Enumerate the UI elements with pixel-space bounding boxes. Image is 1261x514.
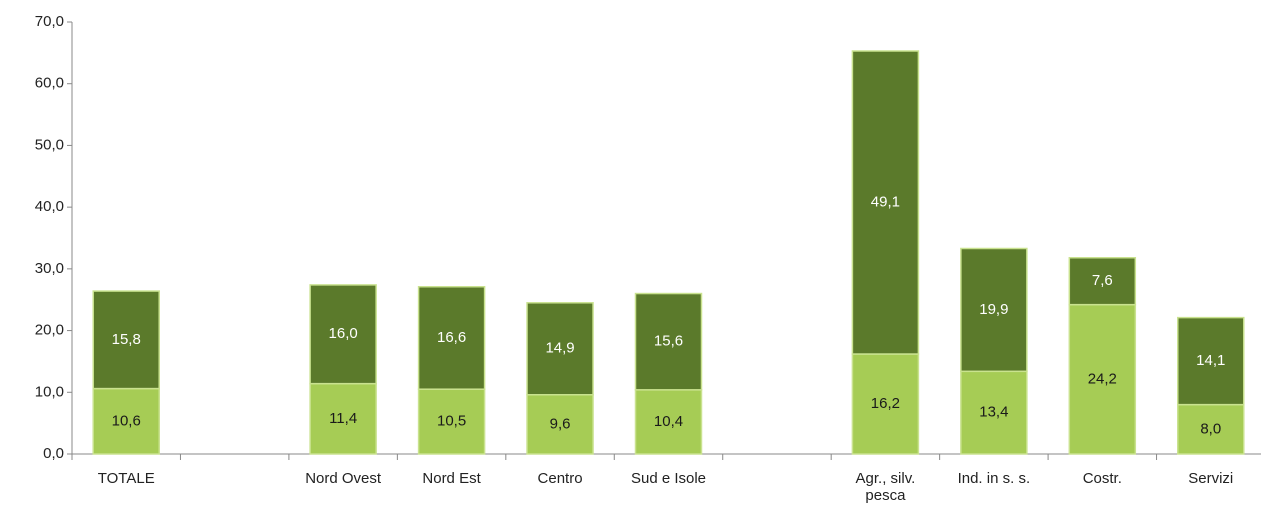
value-label: 10,4: [654, 413, 683, 430]
y-tick-label: 10,0: [35, 383, 64, 400]
bar-segment: [634, 389, 703, 455]
bar-segment: [960, 247, 1028, 373]
x-tick-label: Sud e Isole: [630, 470, 707, 487]
bar-segment: [1068, 303, 1137, 455]
value-label: 24,2: [1088, 370, 1117, 387]
value-label: 16,2: [871, 395, 900, 412]
bar-segment: [1068, 256, 1137, 306]
bar-segment: [851, 50, 920, 355]
x-tick-label: Nord Ovest: [305, 470, 382, 487]
x-tick-label: Nord Est: [422, 470, 481, 487]
bar-segment: [1177, 316, 1245, 406]
x-tick-label: Costr.: [1082, 470, 1122, 487]
bar-segment: [526, 302, 594, 396]
value-label: 11,4: [329, 410, 357, 427]
x-tick-label: Ind. in s. s.: [957, 470, 1031, 487]
x-tick-label: Centro: [537, 470, 583, 487]
value-label: 16,6: [437, 329, 466, 346]
bar-segment: [309, 284, 377, 385]
x-tick-label: TOTALE: [97, 470, 155, 487]
value-label: 14,1: [1196, 352, 1225, 369]
bar-segment: [1177, 403, 1245, 455]
y-tick-label: 50,0: [35, 136, 64, 153]
bar-segment: [417, 286, 486, 390]
value-label: 16,0: [329, 325, 358, 342]
y-tick-label: 30,0: [35, 260, 64, 277]
value-label: 10,6: [112, 412, 141, 429]
value-label: 19,9: [979, 301, 1008, 318]
value-label: 15,8: [112, 331, 141, 348]
bar-segment: [92, 290, 160, 390]
value-label: 13,4: [979, 404, 1008, 421]
value-label: 9,6: [550, 415, 571, 432]
bar-segment: [634, 292, 703, 391]
value-label: 7,6: [1092, 272, 1113, 289]
y-tick-label: 20,0: [35, 322, 64, 339]
y-tick-label: 0,0: [43, 445, 64, 462]
y-tick-label: 60,0: [35, 75, 64, 92]
value-label: 49,1: [871, 193, 900, 210]
value-label: 15,6: [654, 333, 683, 350]
y-tick-label: 70,0: [35, 13, 64, 30]
value-label: 10,5: [437, 413, 466, 430]
bar-segment: [417, 388, 486, 455]
bar-segment: [526, 394, 594, 455]
x-tick-label: Agr., silv. pesca: [855, 470, 916, 504]
x-tick-label: Servizi: [1188, 470, 1234, 487]
y-tick-label: 40,0: [35, 198, 64, 215]
value-label: 8,0: [1200, 420, 1221, 437]
value-label: 14,9: [545, 340, 574, 357]
